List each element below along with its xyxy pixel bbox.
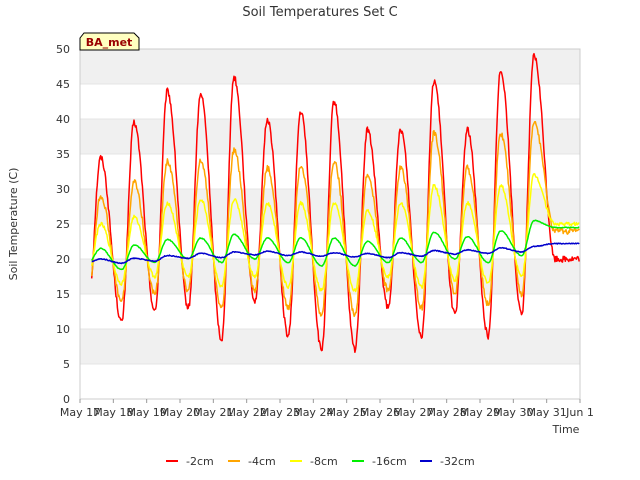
legend-label: -32cm — [440, 455, 475, 468]
grid-band — [80, 49, 580, 84]
y-tick-label: 45 — [56, 78, 70, 91]
x-tick-label: May 21 — [193, 406, 233, 419]
legend-item: -8cm — [290, 455, 338, 468]
y-tick-label: 10 — [56, 323, 70, 336]
x-tick-label: May 30 — [493, 406, 533, 419]
legend-item: -32cm — [420, 455, 475, 468]
station-badge: BA_met — [79, 32, 140, 51]
y-tick-label: 25 — [56, 218, 70, 231]
x-tick-label: May 31 — [527, 406, 567, 419]
chart-title: Soil Temperatures Set C — [242, 5, 397, 20]
badge-shape — [79, 32, 140, 51]
legend-label: -8cm — [310, 455, 338, 468]
legend-label: -4cm — [248, 455, 276, 468]
legend-item: -4cm — [228, 455, 276, 468]
series-line--16cm — [91, 219, 580, 271]
x-tick-label: May 27 — [393, 406, 433, 419]
badge-label: BA_met — [86, 36, 133, 49]
x-tick-label: May 20 — [160, 406, 200, 419]
grid-band — [80, 329, 580, 364]
x-tick-label: May 19 — [127, 406, 167, 419]
series-line--32cm — [91, 242, 580, 265]
y-tick-label: 0 — [63, 393, 70, 406]
series-line--4cm — [90, 120, 580, 318]
plot-frame — [79, 48, 581, 400]
legend-item: -2cm — [166, 455, 214, 468]
x-tick-label: May 29 — [460, 406, 500, 419]
legend-label: -16cm — [372, 455, 407, 468]
legend-item: -16cm — [352, 455, 407, 468]
x-tick-label: May 28 — [427, 406, 467, 419]
x-axis-label: Time — [552, 423, 580, 436]
legend: -2cm -4cm -8cm -16cm -32cm — [166, 455, 475, 468]
legend-label: -2cm — [186, 455, 214, 468]
x-tick-label: May 26 — [360, 406, 400, 419]
y-tick-label: 5 — [63, 358, 70, 371]
series-lines — [90, 52, 580, 354]
y-tick-label: 35 — [56, 148, 70, 161]
y-axis-ticks: 0 5 10 15 20 25 30 35 40 45 50 — [56, 43, 70, 406]
x-tick-label: May 25 — [327, 406, 367, 419]
y-axis-label: Soil Temperature (C) — [7, 168, 20, 281]
series-line--2cm — [90, 52, 580, 354]
x-tick-label: May 18 — [93, 406, 133, 419]
x-tick-label: Jun 1 — [565, 406, 594, 419]
y-tick-label: 20 — [56, 253, 70, 266]
y-tick-label: 50 — [56, 43, 70, 56]
grid-band — [80, 259, 580, 294]
x-tick-label: May 23 — [260, 406, 300, 419]
x-tick-label: May 22 — [227, 406, 267, 419]
x-tick-label: May 24 — [293, 406, 333, 419]
y-tick-label: 40 — [56, 113, 70, 126]
y-tick-label: 15 — [56, 288, 70, 301]
x-tick-label: May 17 — [60, 406, 100, 419]
series-line--8cm — [90, 173, 580, 293]
y-tick-label: 30 — [56, 183, 70, 196]
